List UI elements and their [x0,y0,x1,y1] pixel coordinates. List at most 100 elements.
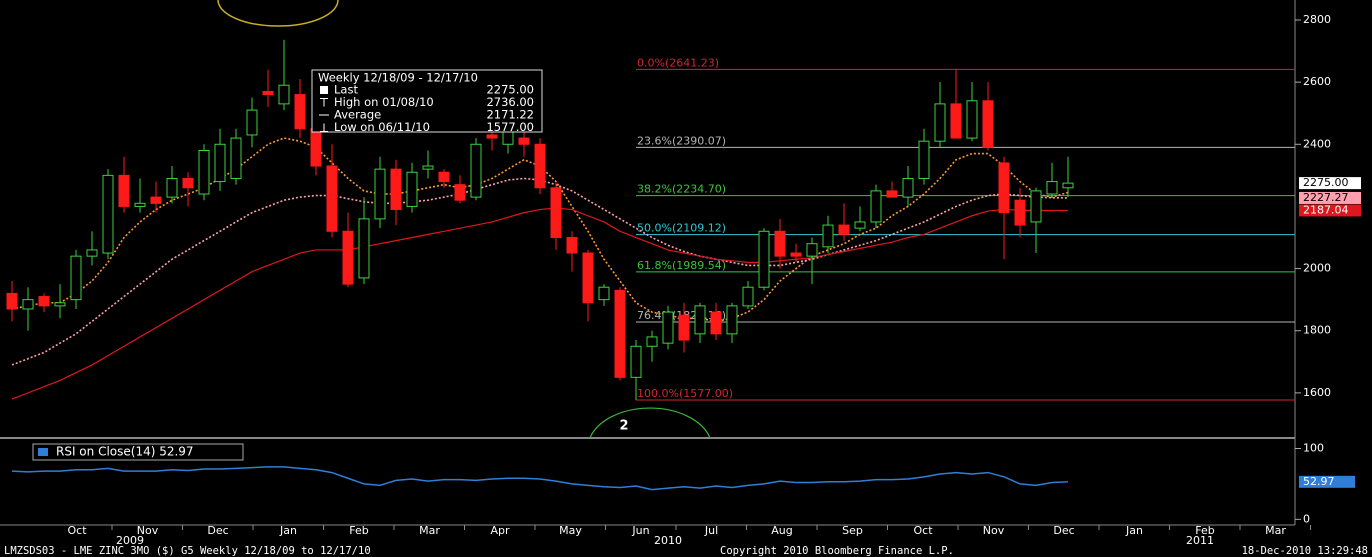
candle-body [22,299,34,310]
price-tag [1299,177,1361,190]
month-label: Jan [279,524,297,537]
candle-body [102,174,114,254]
rsi-legend-box [32,443,244,461]
candle-body [678,314,690,341]
rsi-title: RSI on Close(14) 52.97 [56,445,194,459]
month-label: Apr [490,524,510,537]
legend-value: 1577.00 [486,120,534,134]
month-label: Feb [1195,524,1214,537]
candle-body [150,196,162,204]
month-label: Dec [1053,524,1074,537]
month-label: May [559,524,582,537]
candle-body [710,311,722,335]
legend-icon [320,98,328,107]
candle-body [38,296,50,307]
month-label: Oct [913,524,933,537]
candle-body [646,336,658,347]
candle-body [582,252,594,304]
fib-label: 23.6%(2390.07) [637,134,726,147]
candle-body [598,286,610,301]
candle-body [966,100,978,139]
month-label: Nov [137,524,159,537]
candle-body [342,230,354,285]
candle-body [390,168,402,211]
candle-body [422,165,434,170]
candle-body [998,162,1010,214]
legend-label: Last [334,83,358,97]
candle-body [806,243,818,257]
y-tick-label: 1800 [1303,324,1331,337]
candle-body [774,230,786,257]
candle-body [1014,199,1026,226]
month-label: Jul [704,524,718,537]
fib-label: 0.0%(2641.23) [637,56,719,69]
legend-value: 2275.00 [486,83,534,97]
price-tag [1299,204,1361,217]
legend-label: High on 01/08/10 [334,95,434,109]
candle-body [614,289,626,378]
candle-body [470,143,482,198]
fib-label: 61.8%(1989.54) [637,259,726,272]
legend-title: Weekly 12/18/09 - 12/17/10 [318,71,478,85]
year-label: 2011 [1186,534,1214,547]
candle-body [758,230,770,288]
footer-center: Copyright 2010 Bloomberg Finance L.P. [720,545,954,557]
highlight-circle [217,0,339,27]
legend-value: 2736.00 [486,95,534,109]
candle-body [982,100,994,148]
candle-body [438,171,450,183]
candle-body [694,305,706,335]
candle-body [1046,181,1058,195]
legend-value: 2171.22 [486,108,534,122]
month-label: Dec [207,524,228,537]
price-tag-label: 2227.27 [1303,191,1349,204]
y-tick-label: 0 [1303,512,1310,525]
legend-icon [320,86,328,94]
month-label: Jan [1125,524,1143,537]
month-label: Mar [1265,524,1286,537]
fib-label: 38.2%(2234.70) [637,183,726,196]
rsi-tag [1299,475,1355,488]
candle-body [918,140,930,179]
annotation: 2 [619,419,628,434]
candle-body [70,255,82,301]
candle-body [86,249,98,257]
candle-body [790,252,802,257]
y-tick-label: 2400 [1303,137,1331,150]
candle-body [198,149,210,195]
month-label: Jun [631,524,649,537]
candle-body [550,187,562,239]
rsi-tag-label: 52.97 [1303,475,1335,488]
y-tick-label: 1600 [1303,386,1331,399]
year-label: 2010 [654,534,682,547]
legend-label: Low on 06/11/10 [334,120,430,134]
candle-body [950,103,962,139]
month-label: Feb [349,524,368,537]
month-label: Aug [771,524,792,537]
candle-body [6,292,18,310]
candle-body [118,174,130,207]
candle-body [166,177,178,198]
y-tick-label: 2600 [1303,75,1331,88]
y-tick-label: 2000 [1303,262,1331,275]
candle-body [486,134,498,139]
candle-body [54,302,66,307]
candle-body [742,286,754,307]
candle-body [1062,182,1074,189]
candle-body [886,190,898,198]
candle-body [518,137,530,145]
month-label: Oct [67,524,87,537]
candle-body [246,109,258,136]
candle-body [374,168,386,220]
y-tick-label: 2800 [1303,13,1331,26]
candle-body [182,177,194,189]
fib-label: 50.0%(2109.12) [637,222,726,235]
candle-body [566,237,578,254]
legend-box [311,69,543,133]
rsi-line [11,466,1069,491]
candle-body [838,224,850,235]
price-tag-label: 2187.04 [1303,203,1349,216]
candle-body [454,184,466,201]
